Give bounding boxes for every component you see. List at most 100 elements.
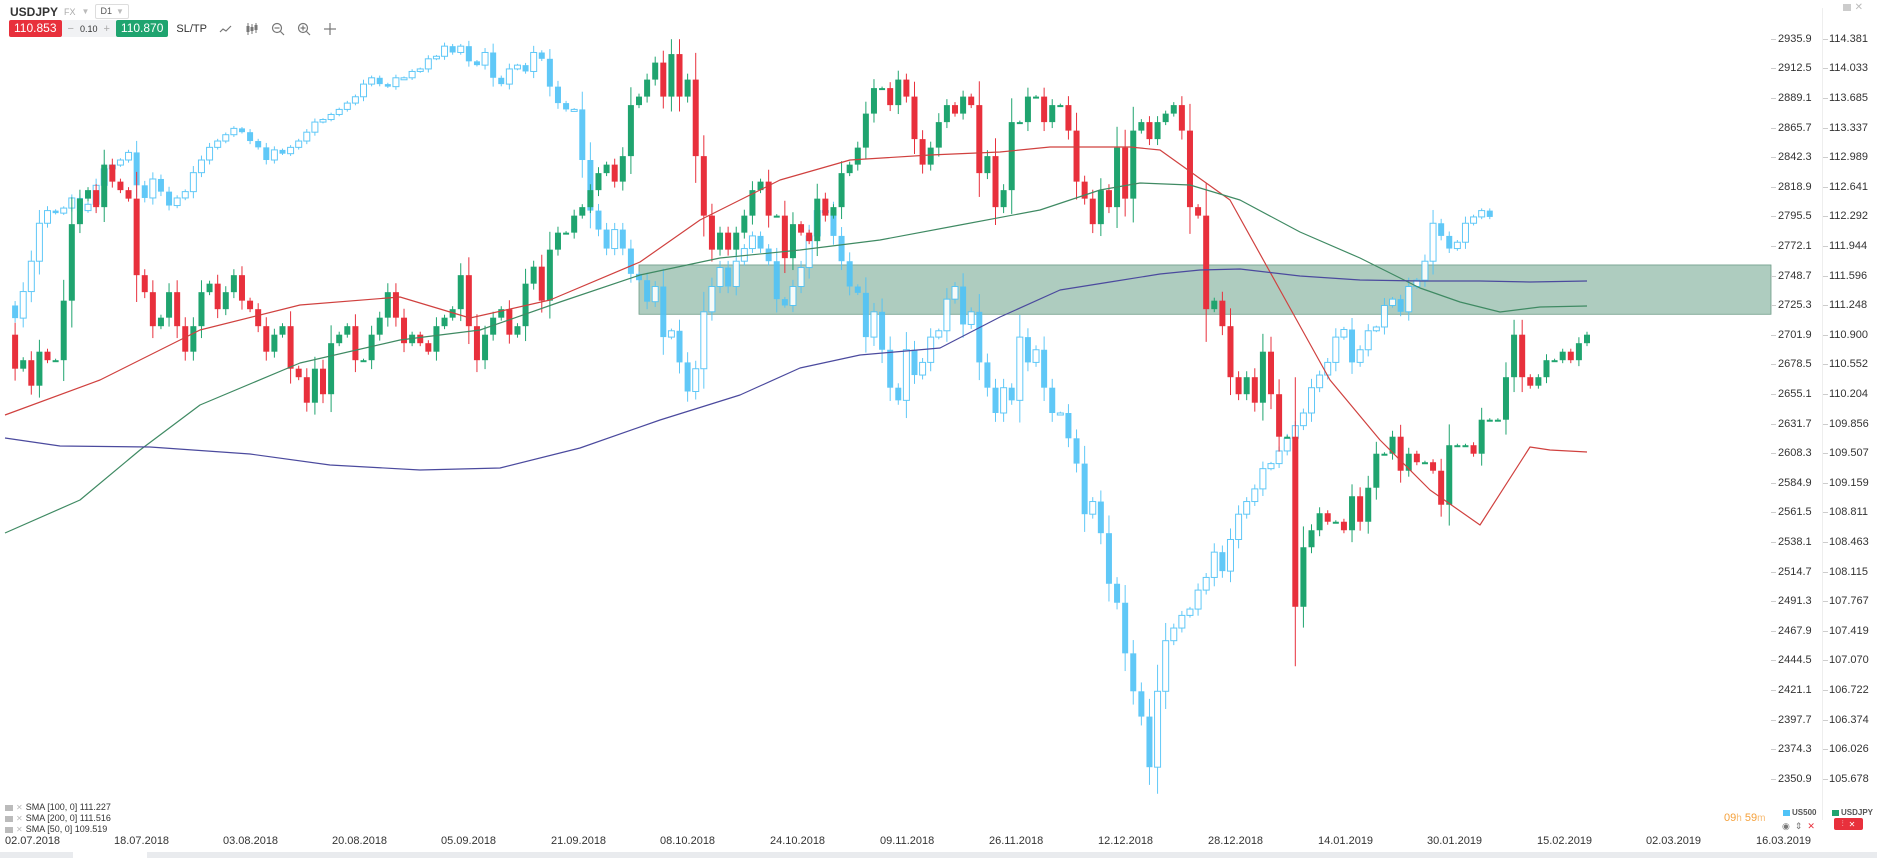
us500-axis-label: 2678.5 xyxy=(1778,358,1812,371)
us500-axis-label: 2467.9 xyxy=(1778,624,1812,637)
series-controls-usdjpy[interactable]: ⫶ ✕ xyxy=(1834,818,1863,830)
legend-item-sma100[interactable]: ✕ SMA [100, 0] 111.227 xyxy=(5,802,111,813)
sma200-line[interactable] xyxy=(4,268,1588,471)
candle xyxy=(230,126,238,137)
line-chart-icon[interactable] xyxy=(219,22,233,36)
candle xyxy=(20,357,27,372)
candle xyxy=(684,73,691,103)
close-icon[interactable]: ✕ xyxy=(16,803,23,812)
candle xyxy=(1065,404,1072,448)
candle xyxy=(1097,490,1104,545)
legend-item-sma200[interactable]: ✕ SMA [200, 0] 111.516 xyxy=(5,813,111,824)
candle xyxy=(1122,585,1129,672)
candle xyxy=(44,206,52,228)
decrease-volume-button[interactable]: − xyxy=(67,22,74,35)
us500-axis-label: 2584.9 xyxy=(1778,476,1812,489)
date-axis-label: 12.12.2018 xyxy=(1098,835,1154,847)
candle xyxy=(181,189,189,201)
crosshair-icon[interactable] xyxy=(323,22,337,36)
candle xyxy=(247,297,254,313)
us500-axis-label: 2818.9 xyxy=(1778,180,1812,193)
candle xyxy=(125,149,133,163)
close-icon[interactable]: ✕ xyxy=(16,825,23,834)
candle xyxy=(1551,358,1558,363)
candle xyxy=(1397,424,1404,483)
move-updown-icon[interactable]: ⇕ xyxy=(1794,821,1803,831)
candle xyxy=(1259,333,1266,421)
candle xyxy=(1146,116,1153,146)
candle xyxy=(619,147,626,191)
scrollbar-thumb[interactable] xyxy=(73,852,147,858)
close-icon[interactable]: ✕ xyxy=(1807,821,1815,831)
sell-button[interactable]: 110.853 xyxy=(9,20,62,37)
candle xyxy=(895,383,902,405)
candle xyxy=(903,73,910,103)
us500-axis-label: 2655.1 xyxy=(1778,387,1812,400)
usdjpy-axis-label: 112.989 xyxy=(1829,151,1868,164)
us500-axis-label: 2350.9 xyxy=(1778,772,1812,785)
chevron-down-icon[interactable]: ▼ xyxy=(81,7,90,16)
candles-icon[interactable]: ⫶ xyxy=(1841,819,1844,828)
candle xyxy=(1372,325,1380,333)
close-icon[interactable]: ✕ xyxy=(1848,819,1856,829)
candle xyxy=(1397,294,1404,317)
us500-axis-label: 2374.3 xyxy=(1778,743,1812,756)
candle xyxy=(1316,370,1324,393)
buy-button[interactable]: 110.870 xyxy=(115,20,169,37)
settings-icon[interactable] xyxy=(5,826,13,833)
sma50-line[interactable] xyxy=(4,146,1588,526)
candle xyxy=(1154,116,1161,146)
volume-stepper[interactable]: − 0.10 + xyxy=(61,20,116,37)
candle xyxy=(263,142,270,165)
zoom-out-icon[interactable] xyxy=(271,22,285,36)
candle xyxy=(862,277,869,353)
candle xyxy=(1299,408,1307,431)
candle xyxy=(960,273,967,338)
date-axis-label: 20.08.2018 xyxy=(332,835,388,847)
zoom-in-icon[interactable] xyxy=(297,22,311,36)
candle xyxy=(327,112,335,122)
candle xyxy=(1210,543,1218,587)
timeframe-select[interactable]: D1 ▼ xyxy=(95,4,129,19)
candle xyxy=(1284,435,1291,439)
candle xyxy=(1243,371,1250,401)
trade-row: 110.853 − 0.10 + 110.870 SL/TP xyxy=(9,20,337,37)
legend-item-sma50[interactable]: ✕ SMA [50, 0] 109.519 xyxy=(5,824,111,835)
axis-tick xyxy=(1771,482,1776,484)
sma100-line[interactable] xyxy=(4,182,1588,534)
axis-tick xyxy=(1823,186,1828,188)
axis-tick xyxy=(1771,127,1776,129)
candle xyxy=(676,319,683,374)
eye-icon[interactable]: ◉ xyxy=(1782,821,1790,831)
candle xyxy=(943,99,950,129)
usdjpy-axis-label: 111.596 xyxy=(1829,269,1868,282)
candles-icon[interactable] xyxy=(245,22,259,36)
volume-value[interactable]: 0.10 xyxy=(79,23,98,34)
horizontal-scrollbar[interactable] xyxy=(0,852,1877,858)
candle xyxy=(190,317,197,361)
candle xyxy=(870,79,877,123)
candle xyxy=(166,283,173,327)
series-label: USDJPY xyxy=(1841,808,1874,817)
close-icon[interactable]: ✕ xyxy=(16,814,23,823)
close-icon[interactable]: ✕ xyxy=(1854,2,1863,13)
candle xyxy=(44,348,51,364)
candle xyxy=(1170,102,1177,117)
usdjpy-axis-label: 105.678 xyxy=(1829,772,1869,785)
candle xyxy=(295,138,303,150)
candle xyxy=(1194,583,1202,616)
symbol-name[interactable]: USDJPY xyxy=(10,4,59,19)
settings-icon[interactable] xyxy=(5,804,13,811)
minimize-icon[interactable] xyxy=(1842,4,1851,11)
candle xyxy=(343,100,351,112)
candle xyxy=(579,204,586,219)
candle xyxy=(295,365,302,381)
sltp-button[interactable]: SL/TP xyxy=(176,22,207,35)
us500-axis-label: 2795.5 xyxy=(1778,210,1812,223)
candle xyxy=(311,118,319,136)
candle xyxy=(1429,209,1437,275)
settings-icon[interactable] xyxy=(5,815,13,822)
candle xyxy=(984,150,991,180)
increase-volume-button[interactable]: + xyxy=(103,22,110,35)
